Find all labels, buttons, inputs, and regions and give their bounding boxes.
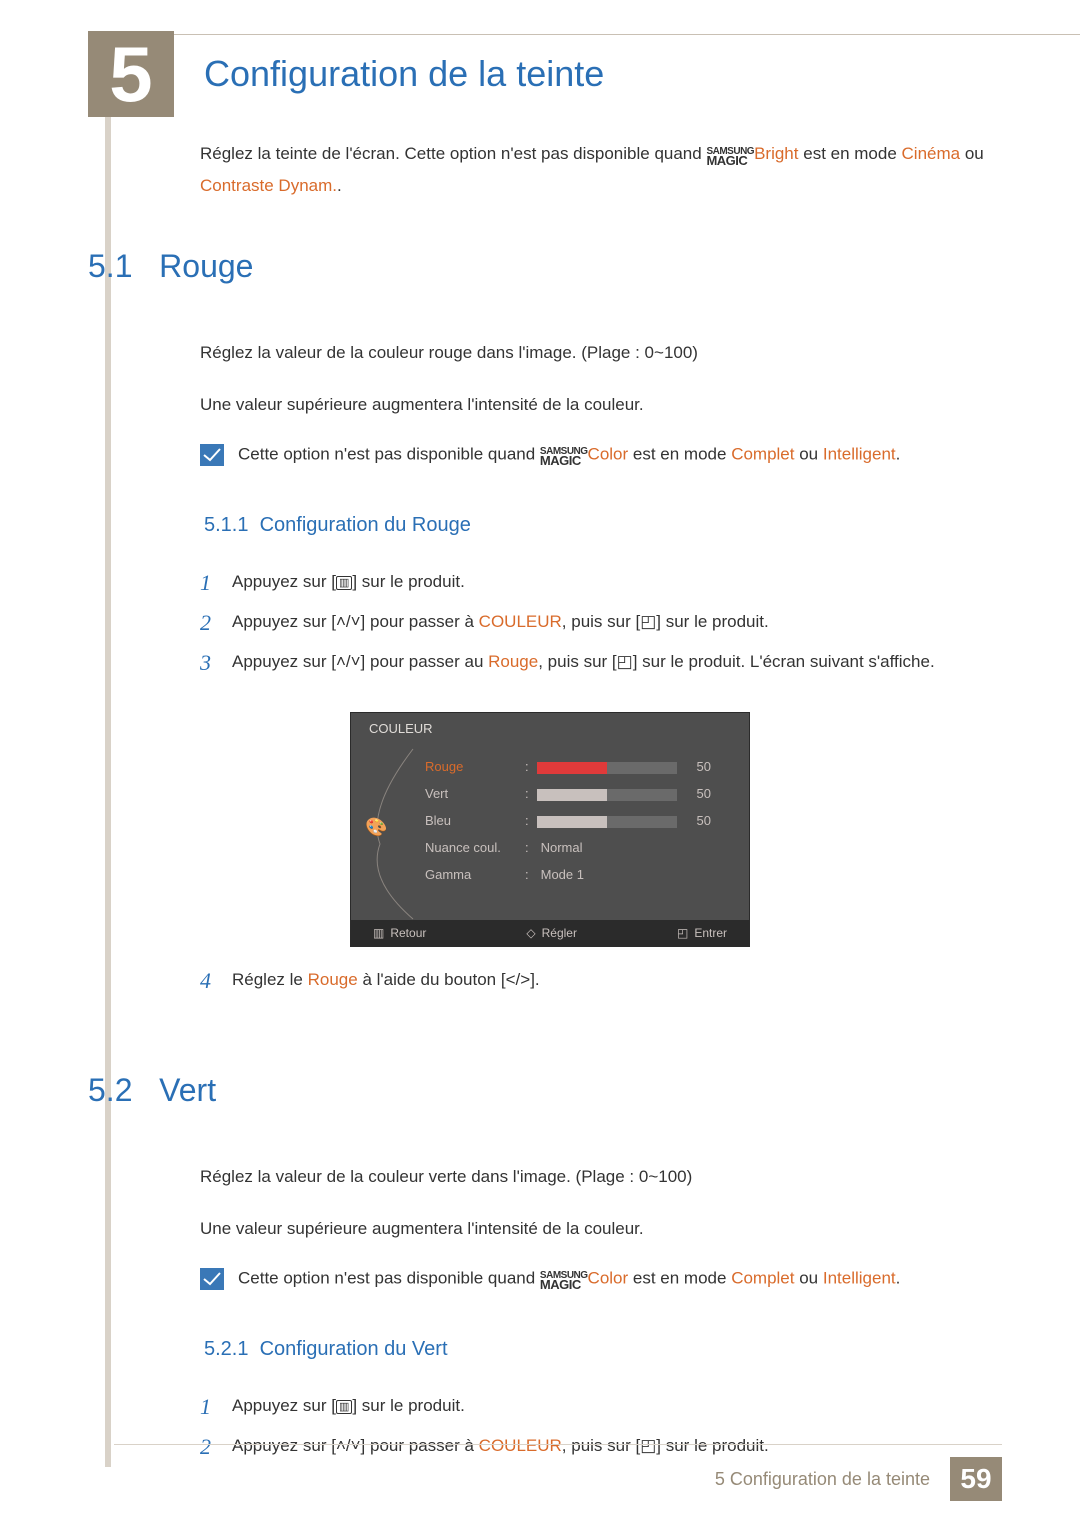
osd-bar xyxy=(537,816,677,828)
step-number: 4 xyxy=(200,968,211,994)
osd-row: Gamma: Mode 1 xyxy=(425,861,735,888)
rouge-link: Rouge xyxy=(308,970,358,989)
s52-p2: Une valeur supérieure augmentera l'inten… xyxy=(200,1216,990,1242)
palette-icon: 🎨 xyxy=(365,817,387,838)
magic-color-link: Color xyxy=(588,444,629,463)
samsung-magic-logo: SAMSUNGMAGIC xyxy=(706,144,754,166)
s521-step-1: 1 Appuyez sur [▥] sur le produit. xyxy=(200,1394,1020,1418)
leftright-icon: </> xyxy=(506,970,531,989)
intelligent-link: Intelligent xyxy=(823,444,896,463)
intelligent-link: Intelligent xyxy=(823,1268,896,1287)
menu-icon: ▥ xyxy=(336,576,352,590)
osd-footer: ▥Retour ◇Régler ◰Entrer xyxy=(351,920,749,946)
osd-text-value: Normal xyxy=(537,840,583,855)
s52-p1: Réglez la valeur de la couleur verte dan… xyxy=(200,1164,990,1190)
note-icon xyxy=(200,1268,224,1290)
enter-icon: ◰ xyxy=(640,1436,656,1455)
section-5-2-heading: 5.2 Vert xyxy=(88,1072,216,1109)
samsung-magic-logo: SAMSUNGMAGIC xyxy=(540,444,588,466)
couleur-link: COULEUR xyxy=(479,1436,562,1455)
back-icon: ▥ xyxy=(373,926,384,940)
samsung-magic-logo: SAMSUNGMAGIC xyxy=(540,1268,588,1290)
intro-or: ou xyxy=(960,144,984,163)
enter-icon: ◰ xyxy=(640,612,656,631)
step-number: 1 xyxy=(200,1394,211,1420)
step-number: 1 xyxy=(200,570,211,596)
contraste-link: Contraste Dynam. xyxy=(200,176,337,195)
couleur-link: COULEUR xyxy=(479,612,562,631)
s511-step-2: 2 Appuyez sur [˄/˅] pour passer à COULEU… xyxy=(200,610,1020,634)
osd-title: COULEUR xyxy=(369,721,433,736)
s51-p2: Une valeur supérieure augmentera l'inten… xyxy=(200,392,990,418)
updown-icon: ˄/˅ xyxy=(336,612,361,631)
osd-rows: Rouge:50Vert:50Bleu:50Nuance coul.: Norm… xyxy=(425,753,735,888)
updown-icon: ˄/˅ xyxy=(336,1436,361,1455)
rouge-link: Rouge xyxy=(488,652,538,671)
s511-step-1: 1 Appuyez sur [▥] sur le produit. xyxy=(200,570,1020,594)
osd-row-label: Nuance coul. xyxy=(425,834,525,861)
osd-row-label: Rouge xyxy=(425,753,525,780)
osd-value: 50 xyxy=(677,753,711,780)
menu-icon: ▥ xyxy=(336,1400,352,1414)
osd-row: Nuance coul.: Normal xyxy=(425,834,735,861)
s511-step-3: 3 Appuyez sur [˄/˅] pour passer au Rouge… xyxy=(200,650,1020,674)
enter-icon: ◰ xyxy=(617,652,633,671)
step-number: 2 xyxy=(200,1434,211,1460)
intro-text-2: est en mode xyxy=(803,144,901,163)
step-number: 3 xyxy=(200,650,211,676)
osd-bar xyxy=(537,762,677,774)
osd-row-label: Bleu xyxy=(425,807,525,834)
osd-row: Rouge:50 xyxy=(425,753,735,780)
osd-row-label: Gamma xyxy=(425,861,525,888)
chapter-number-box: 5 xyxy=(88,31,174,117)
footer-rule xyxy=(114,1444,1002,1445)
section-5-1-1-heading: 5.1.1 Configuration du Rouge xyxy=(204,514,471,537)
osd-text-value: Mode 1 xyxy=(537,867,584,882)
note-icon xyxy=(200,444,224,466)
osd-screenshot: COULEUR 🎨 Rouge:50Vert:50Bleu:50Nuance c… xyxy=(350,712,750,947)
cinema-link: Cinéma xyxy=(902,144,961,163)
s521-step-2: 2 Appuyez sur [˄/˅] pour passer à COULEU… xyxy=(200,1434,1020,1458)
osd-value: 50 xyxy=(677,780,711,807)
section-5-1-heading: 5.1 Rouge xyxy=(88,248,253,285)
osd-bar xyxy=(537,789,677,801)
page-number: 59 xyxy=(950,1457,1002,1501)
magic-bright-link: Bright xyxy=(754,144,798,163)
s51-p1: Réglez la valeur de la couleur rouge dan… xyxy=(200,340,990,366)
osd-row-label: Vert xyxy=(425,780,525,807)
s52-note: Cette option n'est pas disponible quand … xyxy=(200,1268,990,1290)
magic-color-link: Color xyxy=(588,1268,629,1287)
footer-chapter-label: 5 Configuration de la teinte xyxy=(715,1469,930,1490)
page-title: Configuration de la teinte xyxy=(204,53,604,95)
osd-row: Vert:50 xyxy=(425,780,735,807)
complet-link: Complet xyxy=(731,444,794,463)
step-number: 2 xyxy=(200,610,211,636)
page-header: 5 Configuration de la teinte xyxy=(88,34,1080,124)
complet-link: Complet xyxy=(731,1268,794,1287)
osd-row: Bleu:50 xyxy=(425,807,735,834)
intro-paragraph: Réglez la teinte de l'écran. Cette optio… xyxy=(200,138,990,202)
enter-icon: ◰ xyxy=(677,926,688,940)
s511-step-4: 4 Réglez le Rouge à l'aide du bouton [</… xyxy=(200,968,1020,992)
page-footer: 5 Configuration de la teinte 59 xyxy=(715,1457,1002,1501)
section-5-2-1-heading: 5.2.1 Configuration du Vert xyxy=(204,1338,448,1361)
adjust-icon: ◇ xyxy=(526,926,535,940)
osd-value: 50 xyxy=(677,807,711,834)
s51-note: Cette option n'est pas disponible quand … xyxy=(200,444,990,466)
intro-text-1: Réglez la teinte de l'écran. Cette optio… xyxy=(200,144,706,163)
updown-icon: ˄/˅ xyxy=(336,652,361,671)
